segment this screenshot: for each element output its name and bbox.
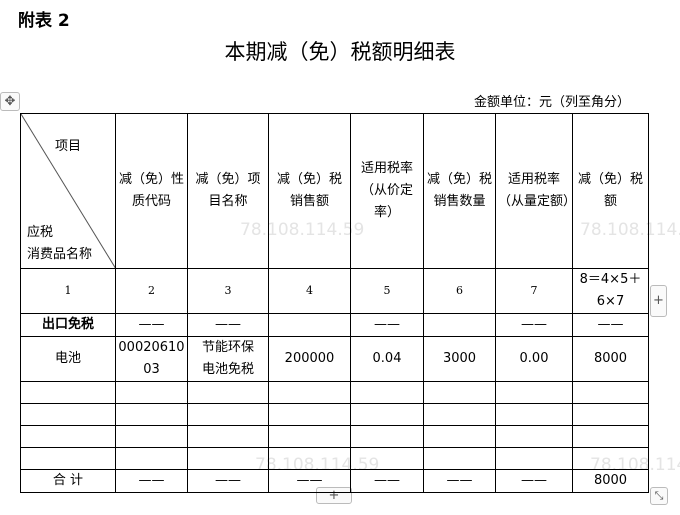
table-cell[interactable]: 3000 xyxy=(423,336,496,382)
add-column-button[interactable]: + xyxy=(650,285,667,317)
table-cell[interactable]: 合 计 xyxy=(20,469,116,493)
table-cell[interactable] xyxy=(495,403,573,426)
column-number: 7 xyxy=(495,268,573,314)
table-cell[interactable] xyxy=(350,403,424,426)
table-cell[interactable] xyxy=(572,447,649,470)
table-cell[interactable] xyxy=(495,425,573,448)
table-cell[interactable] xyxy=(423,381,496,404)
table-cell[interactable] xyxy=(20,447,116,470)
column-number: 5 xyxy=(350,268,424,314)
table-cell[interactable]: —— xyxy=(423,469,496,493)
column-number: 1 xyxy=(20,268,116,314)
table-cell[interactable] xyxy=(115,381,188,404)
table-cell[interactable]: —— xyxy=(495,469,573,493)
diagonal-header-cell: 项目 应税 消费品名称 xyxy=(20,113,116,269)
table-cell[interactable]: 0.04 xyxy=(350,336,424,382)
header-cell: 减（免）性质代码 xyxy=(115,113,188,269)
table-cell[interactable] xyxy=(572,381,649,404)
table-resize-handle-icon[interactable]: ⤡ xyxy=(650,487,668,505)
table-cell[interactable]: —— xyxy=(115,313,188,337)
table-cell[interactable] xyxy=(350,381,424,404)
table-cell[interactable]: —— xyxy=(187,313,269,337)
header-cell: 适用税率（从量定额） xyxy=(495,113,573,269)
table-cell[interactable] xyxy=(268,447,351,470)
table-cell[interactable] xyxy=(20,403,116,426)
table-cell[interactable] xyxy=(268,313,351,337)
header-item-label: 项目 xyxy=(55,139,82,154)
table-cell[interactable] xyxy=(187,425,269,448)
page-title: 本期减（免）税额明细表 xyxy=(224,40,456,64)
column-number: 2 xyxy=(115,268,188,314)
table-cell[interactable] xyxy=(350,425,424,448)
header-product-label: 应税 消费品名称 xyxy=(27,225,93,262)
table-cell[interactable]: —— xyxy=(115,469,188,493)
table-cell[interactable] xyxy=(187,447,269,470)
column-number: 3 xyxy=(187,268,269,314)
column-number: 6 xyxy=(423,268,496,314)
column-number-row: 1 2 3 4 5 6 7 8＝4×5＋6×7 xyxy=(20,268,649,314)
table-row: 出口免税 —— —— —— —— —— xyxy=(20,313,649,337)
table-row xyxy=(20,403,649,426)
table-row: 电池 0002061003 节能环保电池免税 200000 0.04 3000 0.00 80… xyxy=(20,336,649,382)
table-cell[interactable]: 0002061003 xyxy=(115,336,188,382)
table-cell[interactable] xyxy=(572,425,649,448)
table-cell[interactable] xyxy=(268,403,351,426)
table-cell[interactable] xyxy=(20,425,116,448)
tax-reduction-table: 项目 应税 消费品名称 减（免）性质代码 减（免）项目名称 减（免）税销售额 适… xyxy=(20,113,649,493)
table-cell[interactable] xyxy=(423,447,496,470)
diagonal-line xyxy=(21,114,115,268)
table-cell[interactable] xyxy=(20,381,116,404)
table-cell[interactable]: —— xyxy=(572,313,649,337)
table-cell[interactable]: —— xyxy=(350,469,424,493)
table-cell[interactable]: —— xyxy=(187,469,269,493)
header-cell: 减（免）税额 xyxy=(572,113,649,269)
table-cell[interactable] xyxy=(187,403,269,426)
table-move-handle-icon[interactable]: ✥ xyxy=(0,92,20,111)
table-cell[interactable] xyxy=(572,403,649,426)
table-cell[interactable]: 8000 xyxy=(572,469,649,493)
header-cell: 减（免）项目名称 xyxy=(187,113,269,269)
table-cell[interactable]: —— xyxy=(495,313,573,337)
total-row: 合 计 —— —— —— —— —— —— 8000 xyxy=(20,469,649,493)
header-cell: 减（免）税销售额 xyxy=(268,113,351,269)
table-cell[interactable]: —— xyxy=(268,469,351,493)
table-cell[interactable] xyxy=(268,381,351,404)
table-cell[interactable] xyxy=(268,425,351,448)
table-cell[interactable]: 8000 xyxy=(572,336,649,382)
header-row: 项目 应税 消费品名称 减（免）性质代码 减（免）项目名称 减（免）税销售额 适… xyxy=(20,113,649,269)
table-cell[interactable]: 节能环保电池免税 xyxy=(187,336,269,382)
table-cell[interactable] xyxy=(115,425,188,448)
table-cell[interactable]: 电池 xyxy=(20,336,116,382)
table-cell[interactable] xyxy=(423,425,496,448)
column-number: 4 xyxy=(268,268,351,314)
table-cell[interactable]: —— xyxy=(350,313,424,337)
table-cell[interactable] xyxy=(115,403,188,426)
table-row xyxy=(20,381,649,404)
table-cell[interactable] xyxy=(187,381,269,404)
table-cell[interactable] xyxy=(495,447,573,470)
table-cell[interactable] xyxy=(423,313,496,337)
column-number: 8＝4×5＋6×7 xyxy=(572,268,649,314)
table-row xyxy=(20,447,649,470)
table-cell[interactable] xyxy=(495,381,573,404)
table-cell[interactable] xyxy=(423,403,496,426)
header-cell: 适用税率（从价定率） xyxy=(350,113,424,269)
table-row xyxy=(20,425,649,448)
table-cell[interactable] xyxy=(115,447,188,470)
header-cell: 减（免）税销售数量 xyxy=(423,113,496,269)
table-cell[interactable]: 200000 xyxy=(268,336,351,382)
amount-unit-note: 金额单位：元（列至角分） xyxy=(474,95,631,110)
appendix-label: 附表 2 xyxy=(18,11,70,31)
table-cell[interactable]: 出口免税 xyxy=(20,313,116,337)
table-cell[interactable] xyxy=(350,447,424,470)
table-cell[interactable]: 0.00 xyxy=(495,336,573,382)
